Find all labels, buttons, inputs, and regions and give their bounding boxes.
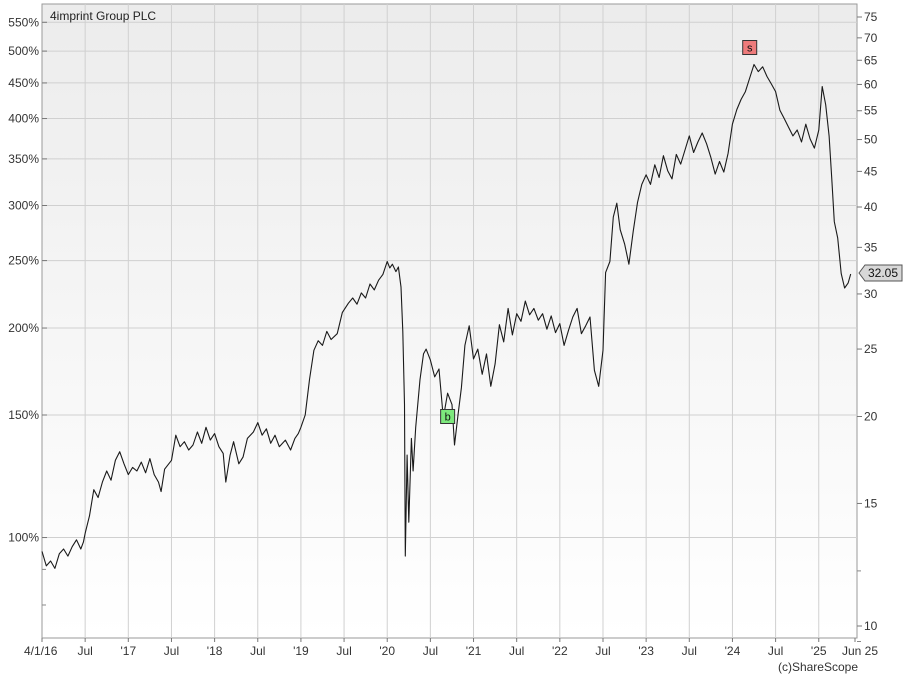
left-tick-label: 450% xyxy=(8,76,39,90)
right-tick-label: 75 xyxy=(864,10,878,24)
marker-box xyxy=(742,40,758,56)
right-tick-label: 60 xyxy=(864,77,878,91)
right-tick-label: 55 xyxy=(864,104,878,118)
marker-box xyxy=(440,408,456,424)
right-tick-label: 35 xyxy=(864,240,878,254)
left-tick-label: 550% xyxy=(8,15,39,29)
right-tick-label: 10 xyxy=(864,619,878,633)
x-tick-label: Jul xyxy=(77,644,92,658)
right-tick-label: 15 xyxy=(864,496,878,510)
x-tick-label: Jul xyxy=(509,644,524,658)
marker-label: s xyxy=(747,43,753,55)
x-tick-label: Jul xyxy=(423,644,438,658)
x-tick-label: Jun 25 xyxy=(842,644,878,658)
left-tick-label: 500% xyxy=(8,44,39,58)
x-tick-label: Jul xyxy=(768,644,783,658)
chart-title: 4imprint Group PLC xyxy=(50,9,156,23)
price-tag-shape xyxy=(858,264,903,282)
left-tick-label: 600% xyxy=(8,0,39,3)
x-tick-label: Jul xyxy=(250,644,265,658)
credit-text: (c)ShareScope xyxy=(778,660,858,674)
x-tick-label: 4/1/16 xyxy=(24,644,58,658)
x-tick-label: '18 xyxy=(207,644,223,658)
x-tick-label: '22 xyxy=(552,644,568,658)
grid-lines xyxy=(42,4,857,638)
trade-markers: bs xyxy=(440,40,758,424)
x-tick-label: Jul xyxy=(336,644,351,658)
right-tick-label: 40 xyxy=(864,200,878,214)
left-tick-label: 250% xyxy=(8,254,39,268)
x-tick-label: '20 xyxy=(379,644,395,658)
left-tick-label: 100% xyxy=(8,531,39,545)
right-tick-label: 25 xyxy=(864,342,878,356)
left-tick-label: 300% xyxy=(8,198,39,212)
right-tick-label: 65 xyxy=(864,53,878,67)
x-tick-label: Jul xyxy=(164,644,179,658)
x-tick-label: '19 xyxy=(293,644,309,658)
x-tick-label: '23 xyxy=(638,644,654,658)
trade-marker-s: s xyxy=(742,40,758,56)
right-tick-label: 70 xyxy=(864,31,878,45)
x-tick-label: '17 xyxy=(120,644,136,658)
right-tick-label: 50 xyxy=(864,133,878,147)
right-tick-label: 20 xyxy=(864,409,878,423)
left-tick-label: 400% xyxy=(8,112,39,126)
last-price-tag: 32.05 xyxy=(858,264,903,282)
left-tick-label: 350% xyxy=(8,152,39,166)
trade-marker-b: b xyxy=(440,408,456,424)
price-line xyxy=(41,63,852,569)
x-tick-label: Jul xyxy=(595,644,610,658)
right-tick-label: 45 xyxy=(864,164,878,178)
x-tick-label: '24 xyxy=(725,644,741,658)
left-tick-label: 200% xyxy=(8,321,39,335)
x-tick-label: '21 xyxy=(466,644,482,658)
right-tick-label: 30 xyxy=(864,287,878,301)
x-tick-label: '25 xyxy=(811,644,827,658)
marker-label: b xyxy=(445,411,451,423)
series-layer xyxy=(41,63,852,569)
x-tick-label: Jul xyxy=(682,644,697,658)
axes: 4/1/16 Jul '17 Jul '18 Jul '19 Jul '20 Jul '21 Jul '… xyxy=(8,0,878,658)
plot-background xyxy=(41,3,858,639)
price-tag-value: 32.05 xyxy=(868,266,898,280)
left-tick-label: 150% xyxy=(8,408,39,422)
